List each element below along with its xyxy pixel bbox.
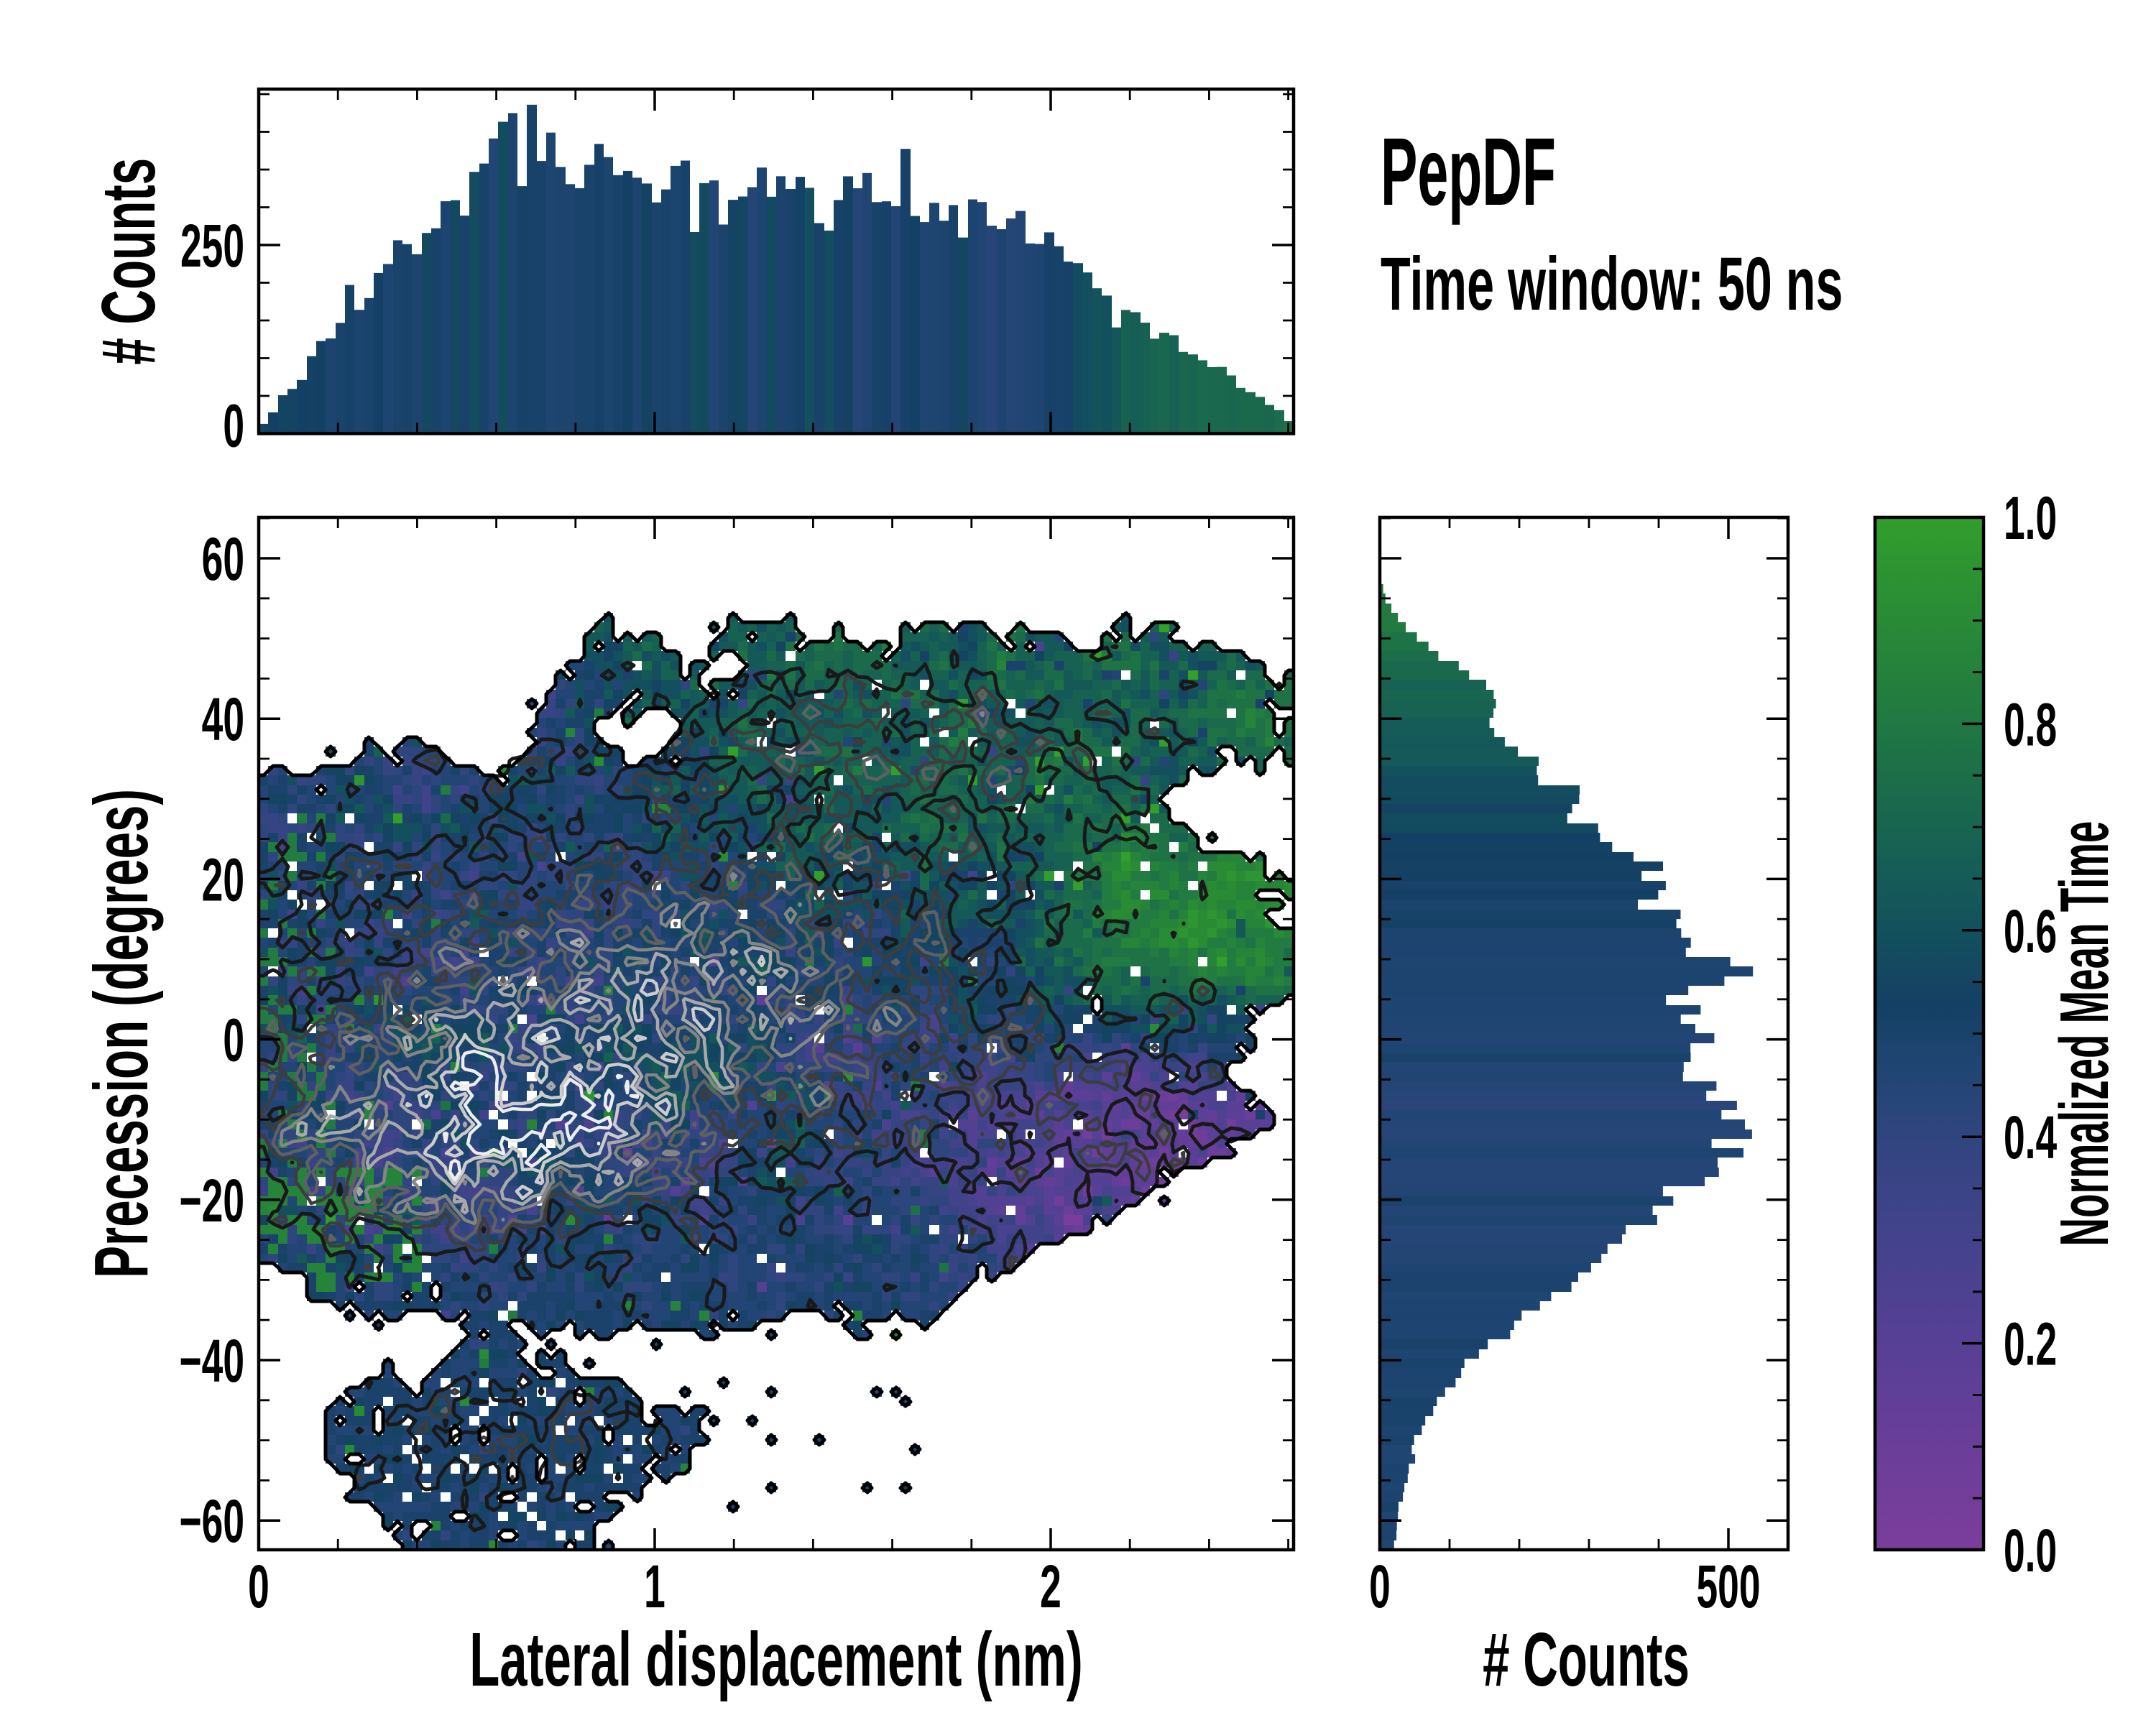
svg-text:0.4: 0.4 xyxy=(2004,1104,2057,1171)
svg-text:0: 0 xyxy=(1369,1553,1391,1620)
svg-text:20: 20 xyxy=(202,846,244,913)
svg-text:0.6: 0.6 xyxy=(2004,897,2057,964)
svg-text:1.0: 1.0 xyxy=(2004,484,2057,552)
svg-text:−60: −60 xyxy=(180,1487,244,1555)
svg-text:PepDF: PepDF xyxy=(1381,119,1556,226)
svg-text:0: 0 xyxy=(223,392,244,459)
svg-text:2: 2 xyxy=(1040,1553,1061,1620)
svg-text:0.8: 0.8 xyxy=(2004,690,2057,758)
svg-text:0.0: 0.0 xyxy=(2004,1517,2057,1584)
svg-text:−20: −20 xyxy=(180,1166,244,1234)
svg-text:0: 0 xyxy=(248,1553,270,1620)
svg-text:Normalized Mean Time: Normalized Mean Time xyxy=(2045,821,2123,1247)
svg-text:0: 0 xyxy=(223,1006,244,1073)
svg-text:60: 60 xyxy=(202,525,244,593)
svg-text:# Counts: # Counts xyxy=(1483,1617,1690,1701)
svg-text:# Counts: # Counts xyxy=(86,158,170,365)
svg-text:0.2: 0.2 xyxy=(2004,1310,2057,1377)
svg-text:1: 1 xyxy=(644,1553,665,1620)
svg-text:Time window: 50 ns: Time window: 50 ns xyxy=(1381,241,1843,325)
svg-text:−40: −40 xyxy=(180,1327,244,1395)
svg-text:250: 250 xyxy=(180,212,244,279)
svg-text:Precession (degrees): Precession (degrees) xyxy=(78,789,163,1278)
svg-text:500: 500 xyxy=(1696,1553,1760,1620)
svg-text:Lateral displacement (nm): Lateral displacement (nm) xyxy=(469,1617,1083,1702)
svg-text:40: 40 xyxy=(202,685,244,753)
